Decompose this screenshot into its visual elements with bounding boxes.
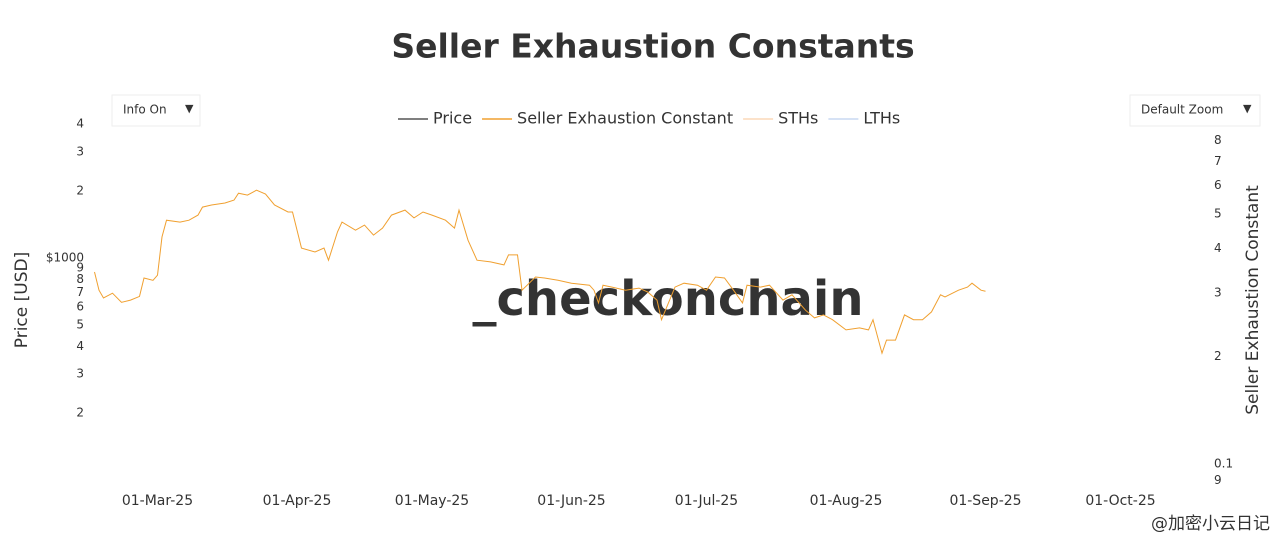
y-axis-title: Price [USD] [12,252,32,348]
y-tick-label: 3 [76,367,84,381]
y-tick-label: 5 [76,317,84,331]
y2-tick-label: 2 [1214,349,1222,363]
y-tick-label: 3 [76,144,84,158]
y-tick-label: 8 [76,272,84,286]
y-tick-label: 2 [76,184,84,198]
dropdown-label[interactable]: Default Zoom [1141,103,1223,117]
x-tick-label: 01-Aug-25 [810,493,883,509]
dropdown-box[interactable] [111,94,201,127]
chart-title: Seller Exhaustion Constants [391,27,914,66]
dropdown-arrow[interactable]: ▼ [185,102,194,115]
y-tick-label: 6 [76,300,84,314]
legend-label: Seller Exhaustion Constant [517,109,733,128]
y2-tick-label: 9 [1214,473,1222,487]
dropdown-box[interactable] [1129,94,1261,127]
watermark: _checkonchain [472,271,863,327]
y2-tick-label: 8 [1214,133,1222,147]
zoom-dropdown[interactable]: Default Zoom ▼ [1129,94,1261,127]
legend-label: LTHs [863,109,900,128]
y2-tick-label: 6 [1214,178,1222,192]
legend-label: STHs [778,109,818,128]
y2-tick-label: 7 [1214,154,1222,168]
y-tick-label: 4 [76,117,84,131]
x-tick-label: 01-May-25 [395,493,469,509]
y-tick-label: 2 [76,406,84,420]
credit: @加密小云日记 [1151,514,1270,534]
info-dropdown[interactable]: Info On ▼ [111,94,201,127]
y-tick-label: 7 [76,285,84,299]
y2-tick-label: 4 [1214,241,1222,255]
x-tick-label: 01-Jul-25 [675,493,738,509]
x-tick-label: 01-Apr-25 [263,493,332,509]
dropdown-label[interactable]: Info On [123,103,167,117]
y-tick-label: 4 [76,339,84,353]
x-tick-label: 01-Jun-25 [537,493,605,509]
dropdown-arrow[interactable]: ▼ [1243,102,1252,115]
y-tick-label: $1000 [46,250,84,264]
x-tick-label: 01-Oct-25 [1085,493,1155,509]
y-tick-label: 9 [76,261,84,275]
x-tick-label: 01-Sep-25 [949,493,1021,509]
y2-tick-label: 0.1 [1214,457,1233,471]
y2-tick-label: 5 [1214,206,1222,220]
legend-label: Price [433,109,472,128]
x-tick-label: 01-Mar-25 [122,493,193,509]
y2-axis-title: Seller Exhaustion Constant [1243,185,1263,415]
series-line [94,189,986,355]
y2-tick-label: 3 [1214,286,1222,300]
